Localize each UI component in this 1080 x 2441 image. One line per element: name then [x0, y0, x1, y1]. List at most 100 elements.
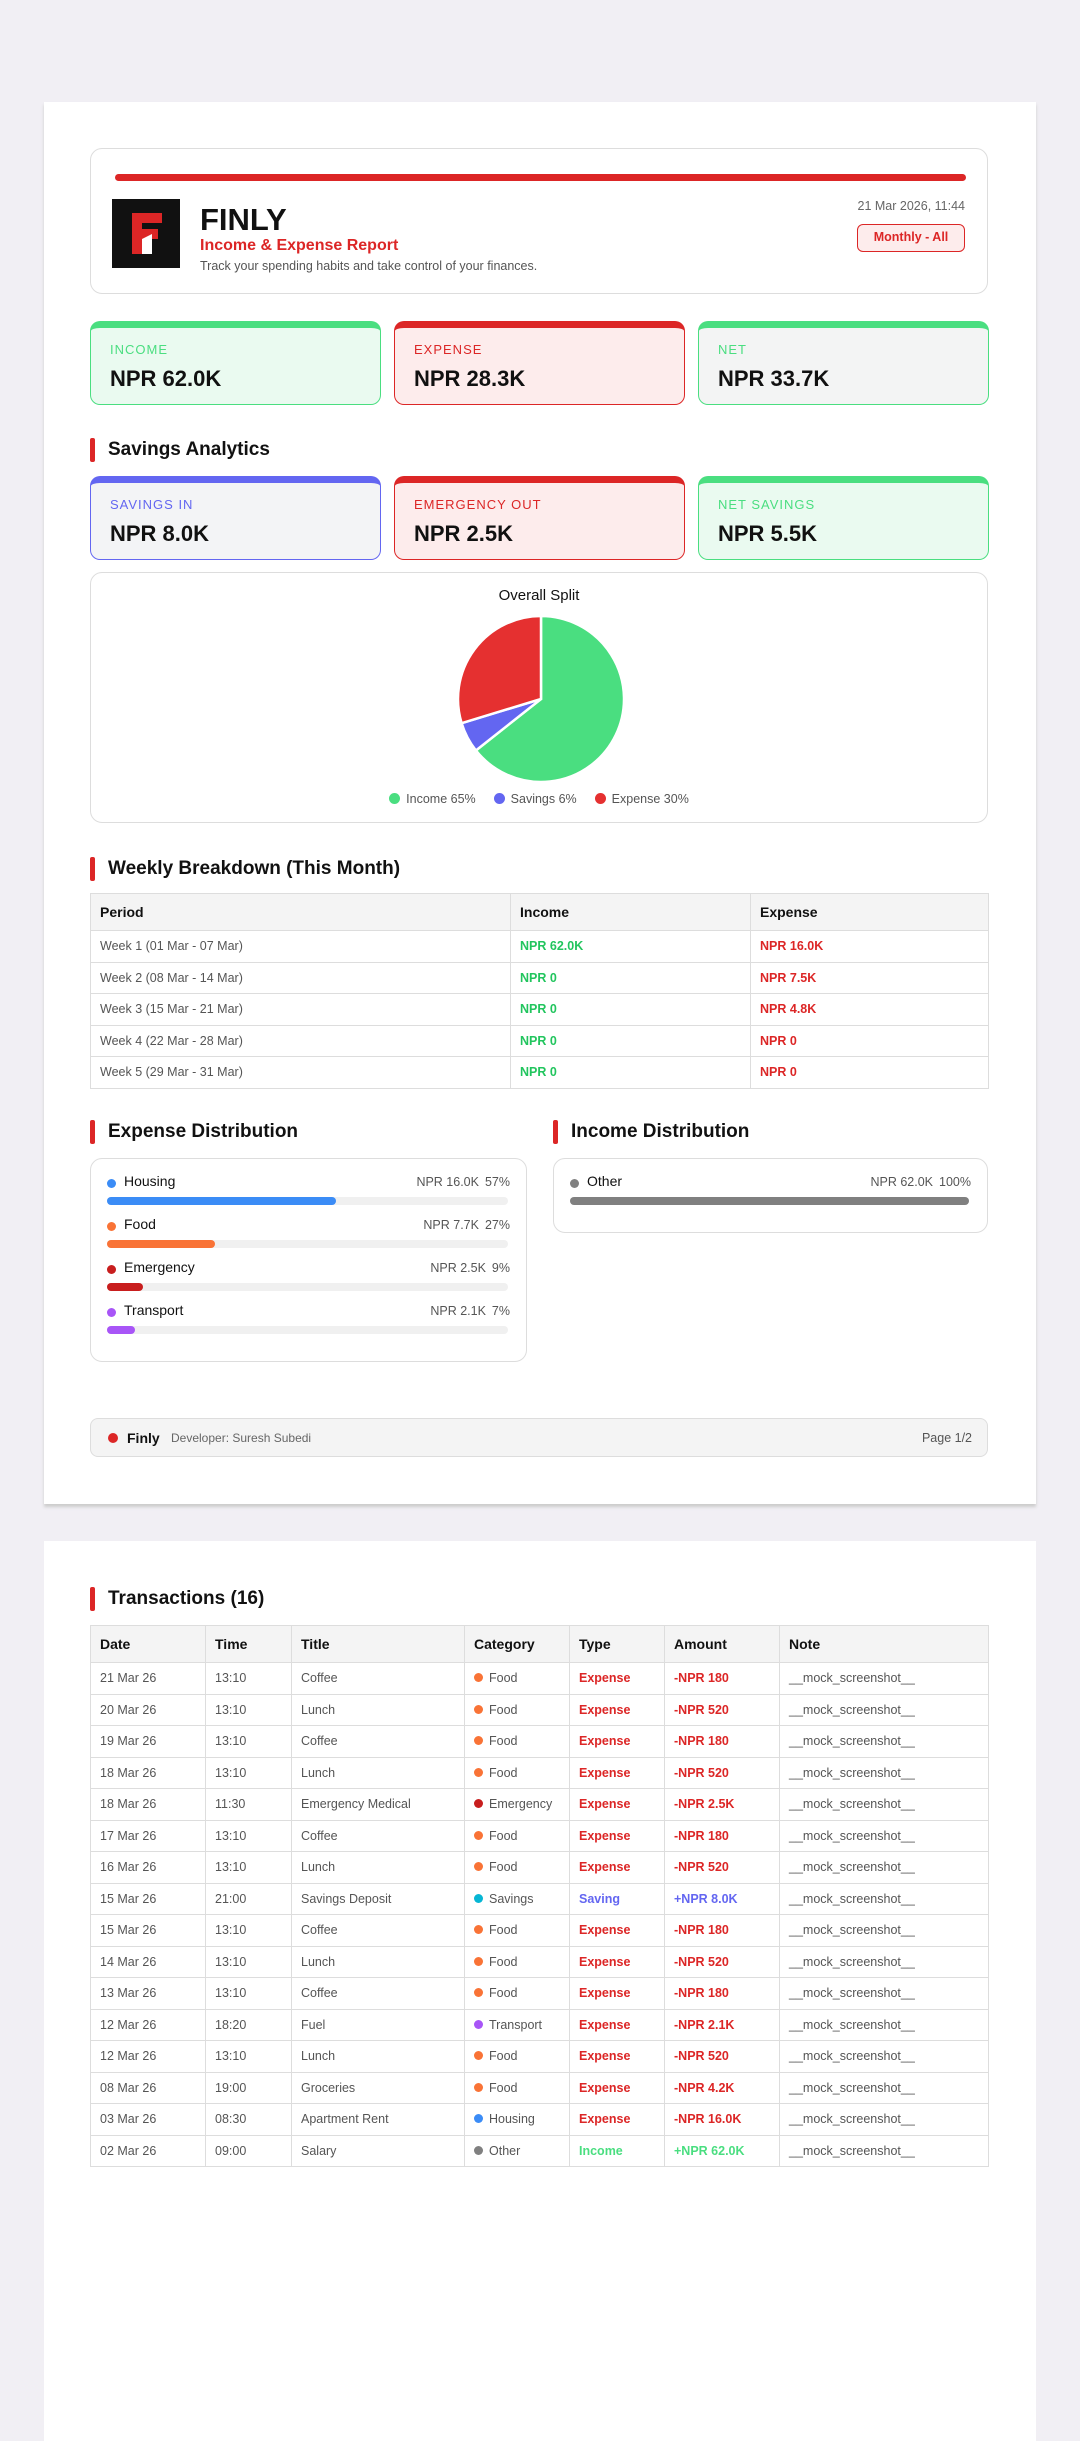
category-dot	[474, 2019, 483, 2029]
table-cell: __mock_screenshot__	[779, 1977, 989, 2010]
stat-label: INCOME	[110, 342, 168, 357]
table-cell: 11:30	[205, 1788, 292, 1821]
table-cell: 16 Mar 26	[90, 1851, 206, 1884]
category: Other	[489, 2143, 521, 2158]
table-cell: -NPR 180	[664, 1662, 780, 1695]
percent: 27%	[484, 1218, 510, 1232]
category-amount: NPR 7.7K 27%	[423, 1218, 510, 1232]
table-row: 18 Mar 26 11:30 Emergency Medical Emergency…	[90, 1788, 989, 1821]
table-cell: Expense	[569, 1693, 665, 1726]
stat-label: EMERGENCY OUT	[414, 497, 542, 512]
table-cell: __mock_screenshot__	[779, 1756, 989, 1789]
legend-dot	[493, 793, 505, 804]
table-cell: -NPR 180	[664, 1914, 780, 1947]
category-dot	[474, 2082, 483, 2092]
table-cell: Expense	[569, 1945, 665, 1978]
table-cell: Lunch	[291, 1756, 465, 1789]
bar-track	[570, 1197, 969, 1205]
table-row: 17 Mar 26 13:10 Coffee Food Expense -NPR 180 _…	[90, 1819, 989, 1852]
pie-legend: Income 65% Savings 6% Expense 30%	[91, 792, 987, 806]
table-cell: 03 Mar 26	[90, 2103, 206, 2136]
table-cell: Coffee	[291, 1914, 465, 1947]
bar-track	[107, 1197, 508, 1205]
table-cell: Food	[464, 1693, 570, 1726]
pie-slice	[474, 614, 626, 784]
table-row: Week 1 (01 Mar - 07 Mar) NPR 62.0K NPR 16.…	[90, 930, 989, 963]
table-cell: Food	[464, 1756, 570, 1789]
category: Food	[489, 1734, 518, 1749]
table-cell: __mock_screenshot__	[779, 1945, 989, 1978]
category: Food	[489, 1765, 518, 1780]
developer: Developer: Suresh Subedi	[171, 1431, 312, 1445]
table-cell: Transport	[464, 2008, 570, 2041]
percent: 7%	[491, 1304, 510, 1318]
table-cell: 15 Mar 26	[90, 1882, 206, 1915]
bar	[107, 1283, 144, 1291]
category-dot	[474, 2145, 483, 2155]
table-cell: __mock_screenshot__	[779, 1693, 989, 1726]
column-header: Note	[779, 1625, 989, 1663]
table-cell: 13:10	[205, 1945, 292, 1978]
table-cell: NPR 0	[510, 961, 751, 994]
table-cell: Emergency Medical	[291, 1788, 465, 1821]
table-row: 12 Mar 26 18:20 Fuel Transport Expense -NPR 2…	[90, 2008, 989, 2041]
date: 21 Mar 2026, 11:44	[857, 199, 965, 213]
distribution-box: Other NPR 62.0K 100%	[553, 1158, 988, 1233]
table-cell: __mock_screenshot__	[779, 1819, 989, 1852]
table-cell: 21:00	[205, 1882, 292, 1915]
table-cell: Food	[464, 1819, 570, 1852]
table-cell: Housing	[464, 2103, 570, 2136]
table-row: 02 Mar 26 09:00 Salary Other Income +NPR 62.0…	[90, 2134, 989, 2167]
table-cell: 09:00	[205, 2134, 292, 2167]
section-heading: Income Distribution	[553, 1120, 749, 1144]
table-cell: Savings	[464, 1882, 570, 1915]
subtitle: Track your spending habits and take cont…	[200, 259, 538, 273]
category-dot	[474, 1799, 483, 1809]
percent: 100%	[939, 1175, 971, 1189]
table-cell: -NPR 180	[664, 1977, 780, 2010]
table-row: 14 Mar 26 13:10 Lunch Food Expense -NPR 520 __…	[90, 1945, 989, 1978]
filter-button[interactable]: Monthly - All	[857, 224, 965, 252]
amount: NPR 16.0K	[416, 1175, 479, 1189]
category: Transport	[489, 2017, 543, 2032]
table-row: Week 4 (22 Mar - 28 Mar) NPR 0 NPR 0	[90, 1024, 989, 1057]
table-cell: 13:10	[205, 1977, 292, 2010]
table-cell: 21 Mar 26	[90, 1662, 206, 1695]
table-row: 08 Mar 26 19:00 Groceries Food Expense -NPR 4…	[90, 2071, 989, 2104]
brand: FINLY	[200, 202, 287, 237]
category-name: Transport	[124, 1302, 184, 1318]
table-cell: 02 Mar 26	[90, 2134, 206, 2167]
table-cell: 13:10	[205, 1662, 292, 1695]
table-cell: Food	[464, 1914, 570, 1947]
table-cell: 15 Mar 26	[90, 1914, 206, 1947]
table-cell: Expense	[569, 1851, 665, 1884]
stat-value: NPR 28.3K	[414, 366, 526, 391]
table-cell: NPR 0	[750, 1056, 989, 1089]
stat-value: NPR 62.0K	[110, 366, 222, 391]
category: Housing	[489, 2112, 535, 2127]
column-header: Expense	[750, 893, 989, 931]
table-cell: Food	[464, 2040, 570, 2073]
table-cell: Emergency	[464, 1788, 570, 1821]
amount: NPR 7.7K	[423, 1218, 479, 1232]
table-cell: Apartment Rent	[291, 2103, 465, 2136]
table-cell: 18 Mar 26	[90, 1756, 206, 1789]
table-cell: NPR 7.5K	[750, 961, 989, 994]
pie-chart	[456, 614, 626, 784]
table-cell: -NPR 180	[664, 1819, 780, 1852]
category-dot	[474, 1925, 483, 1935]
stat-card: EMERGENCY OUT NPR 2.5K	[394, 476, 685, 560]
category-dot	[474, 1988, 483, 1998]
stat-card: NET SAVINGS NPR 5.5K	[698, 476, 989, 560]
table-cell: Expense	[569, 1914, 665, 1947]
report-page: FINLY Income & Expense Report Track your…	[44, 102, 1036, 1504]
category-dot	[107, 1179, 116, 1188]
amount: NPR 2.1K	[430, 1304, 486, 1318]
category-dot	[474, 1736, 483, 1746]
logo	[112, 199, 180, 268]
category-dot	[474, 1830, 483, 1840]
table-cell: Food	[464, 1977, 570, 2010]
footer-dot	[108, 1433, 118, 1443]
table-row: 13 Mar 26 13:10 Coffee Food Expense -NPR 180 _…	[90, 1977, 989, 2010]
category-dot	[474, 1704, 483, 1714]
